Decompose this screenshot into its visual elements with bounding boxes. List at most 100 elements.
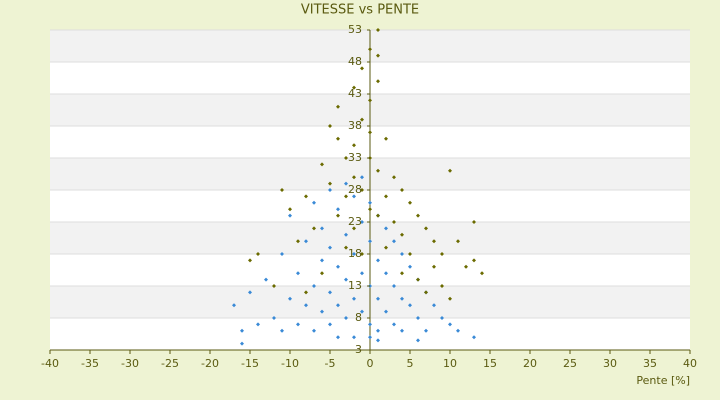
point <box>240 341 244 346</box>
y-tick-label: 3 <box>355 343 362 356</box>
point <box>400 188 404 192</box>
x-tick-label: 40 <box>683 357 697 370</box>
point <box>240 328 244 333</box>
point <box>368 200 372 205</box>
point <box>312 200 316 205</box>
point <box>360 220 364 224</box>
point <box>280 328 284 333</box>
x-tick-label: 25 <box>563 357 577 370</box>
point <box>384 136 388 141</box>
point <box>320 309 324 314</box>
point <box>376 258 380 263</box>
x-tick-label: -25 <box>161 357 179 370</box>
point <box>360 188 364 192</box>
point <box>304 303 308 308</box>
x-tick-label: 35 <box>643 357 657 370</box>
y-tick-label: 53 <box>348 23 362 36</box>
x-tick-label: -5 <box>325 357 336 370</box>
point <box>368 207 372 212</box>
point <box>352 175 356 180</box>
point <box>384 194 388 199</box>
point <box>296 322 300 327</box>
point <box>352 194 356 199</box>
point <box>368 239 372 244</box>
x-tick-label: 5 <box>407 357 414 370</box>
point <box>376 213 380 218</box>
point <box>232 303 236 308</box>
y-tick-label: 43 <box>348 87 362 100</box>
point <box>320 271 324 276</box>
point <box>416 316 420 320</box>
point <box>376 328 380 333</box>
y-tick-label: 13 <box>348 279 362 292</box>
point <box>352 252 356 256</box>
point <box>472 335 476 340</box>
point <box>344 194 348 199</box>
point <box>392 220 396 224</box>
point <box>360 66 364 71</box>
point <box>360 252 364 256</box>
y-tick-label: 38 <box>348 119 362 132</box>
x-tick-label: 30 <box>603 357 617 370</box>
point <box>408 252 412 256</box>
point <box>248 290 252 295</box>
point <box>336 207 340 212</box>
x-tick-label: -30 <box>121 357 139 370</box>
point <box>248 258 252 263</box>
point <box>408 303 412 308</box>
point <box>400 328 404 333</box>
point <box>376 168 380 173</box>
y-tick-label: 18 <box>348 247 362 260</box>
point <box>480 271 484 276</box>
point <box>320 226 324 231</box>
point <box>328 124 332 128</box>
point <box>376 79 380 84</box>
point <box>296 271 300 276</box>
point <box>472 220 476 224</box>
point <box>440 284 444 288</box>
point <box>288 296 292 301</box>
point <box>384 309 388 314</box>
point <box>376 338 380 343</box>
point <box>368 98 372 103</box>
point <box>280 252 284 256</box>
point <box>360 271 364 276</box>
point <box>368 335 372 340</box>
point <box>312 226 316 231</box>
point <box>392 175 396 180</box>
point <box>344 232 348 237</box>
point <box>312 328 316 333</box>
y-tick-label: 28 <box>348 183 362 196</box>
x-tick-label: -15 <box>241 357 259 370</box>
point <box>352 226 356 231</box>
point <box>408 264 412 269</box>
point <box>456 328 460 333</box>
point <box>392 284 396 288</box>
point <box>352 335 356 340</box>
point <box>392 239 396 244</box>
point <box>280 188 284 192</box>
y-tick-label: 48 <box>348 55 362 68</box>
point <box>384 245 388 250</box>
point <box>336 264 340 269</box>
point <box>360 175 364 180</box>
point <box>376 53 380 58</box>
point <box>328 181 332 186</box>
x-tick-label: -40 <box>41 357 59 370</box>
point <box>304 239 308 244</box>
point <box>432 264 436 269</box>
points <box>232 28 484 346</box>
point <box>408 200 412 205</box>
point <box>336 213 340 218</box>
x-tick-label: 0 <box>367 357 374 370</box>
point <box>376 296 380 301</box>
point <box>352 85 356 90</box>
point <box>288 213 292 218</box>
point <box>472 258 476 263</box>
point <box>424 290 428 295</box>
point <box>368 130 372 135</box>
point <box>416 338 420 343</box>
point <box>440 252 444 256</box>
point <box>424 328 428 333</box>
x-tick-label: -20 <box>201 357 219 370</box>
